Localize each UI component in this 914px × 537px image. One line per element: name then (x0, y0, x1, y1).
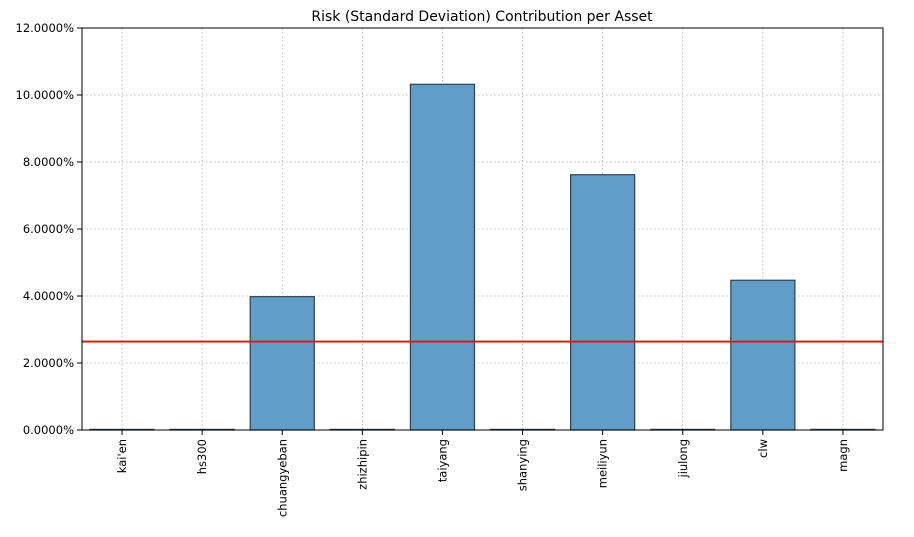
x-tick-label: jiulong (676, 439, 690, 479)
y-tick-label: 4.0000% (23, 289, 74, 303)
y-tick-label: 2.0000% (23, 356, 74, 370)
x-tick-label: meiliyun (596, 439, 610, 488)
y-tick-label: 0.0000% (23, 423, 74, 437)
x-tick-label: shanying (516, 439, 530, 491)
y-tick-label: 12.0000% (16, 21, 75, 35)
bar-taiyang (409, 83, 476, 431)
y-tick-label: 10.0000% (16, 88, 75, 102)
x-tick-label: zhizhipin (355, 439, 369, 490)
x-tick-label: magn (836, 439, 850, 472)
y-tick-label: 8.0000% (23, 155, 74, 169)
x-tick-label: chuangyeban (275, 439, 289, 517)
bar-clw (730, 279, 796, 431)
bar-chuangyeban (249, 296, 315, 431)
y-tick-label: 6.0000% (23, 222, 74, 236)
x-tick-label: kai'en (115, 439, 129, 473)
bar-meiliyun (570, 174, 636, 431)
x-tick-label: clw (756, 439, 770, 458)
x-tick-label: hs300 (195, 439, 209, 474)
x-tick-label: taiyang (435, 439, 449, 482)
chart-title: Risk (Standard Deviation) Contribution p… (311, 9, 653, 25)
